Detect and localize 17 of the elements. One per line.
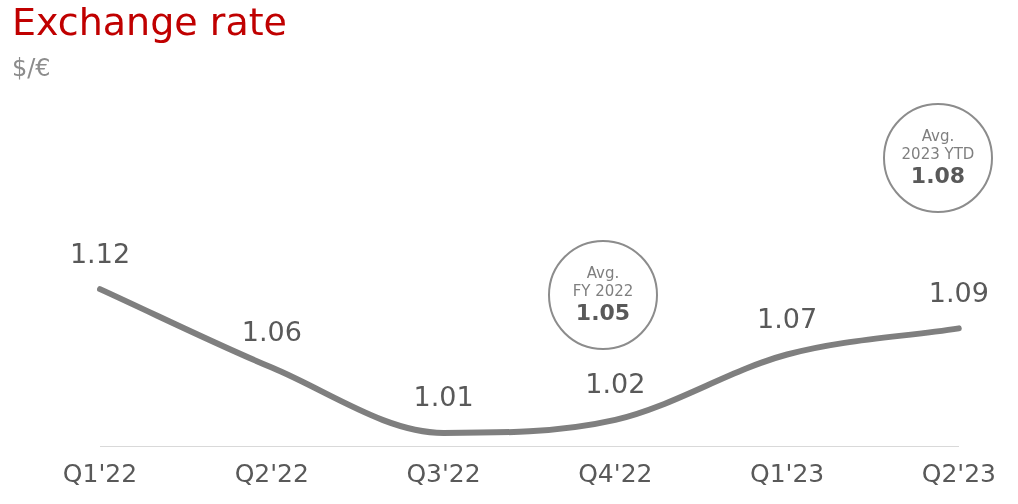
chart-subtitle: $/€ [12, 54, 51, 82]
x-tick-label: Q3'22 [406, 458, 481, 488]
circle-outline: Avg. FY 2022 1.05 [548, 240, 658, 350]
data-label: 1.07 [757, 303, 818, 335]
x-tick-label: Q2'23 [921, 458, 997, 488]
x-tick-label: Q4'22 [578, 458, 653, 488]
chart-title: Exchange rate [12, 0, 287, 44]
circle-outline: Avg. 2023 YTD 1.08 [883, 103, 993, 213]
x-tick-label: Q1'22 [62, 458, 138, 488]
data-label: 1.01 [413, 381, 474, 413]
data-label: 1.09 [928, 276, 989, 308]
x-tick-label: Q1'23 [749, 458, 825, 488]
annotation: Avg. FY 2022 1.05 [572, 263, 634, 327]
data-label: 1.02 [585, 368, 646, 400]
data-label: 1.06 [241, 316, 302, 348]
x-tick-label: Q2'22 [234, 458, 309, 488]
data-label: 1.12 [69, 237, 131, 269]
